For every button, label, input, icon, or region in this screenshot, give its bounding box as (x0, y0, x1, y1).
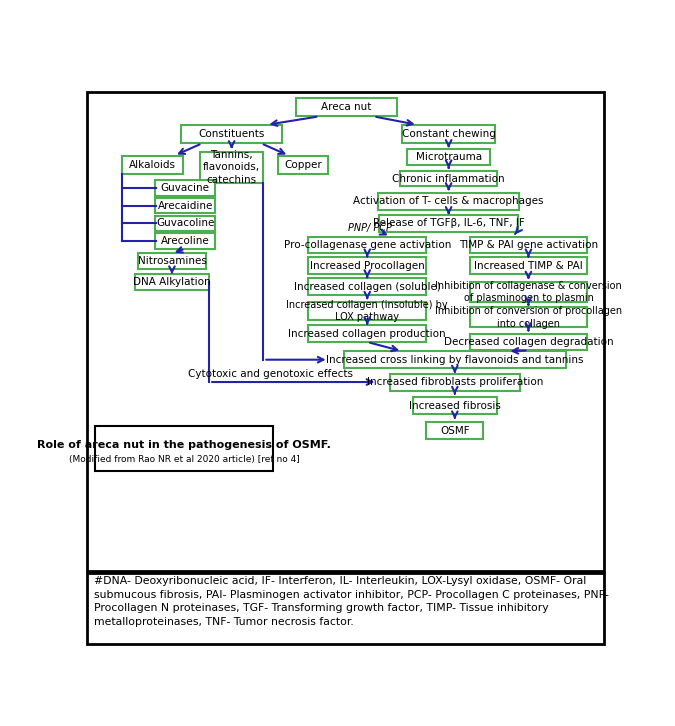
Text: OSMF: OSMF (440, 425, 470, 436)
FancyBboxPatch shape (155, 234, 215, 249)
FancyBboxPatch shape (308, 257, 426, 274)
FancyBboxPatch shape (182, 125, 282, 143)
FancyBboxPatch shape (379, 215, 518, 232)
FancyBboxPatch shape (402, 125, 495, 143)
Text: Arecoline: Arecoline (161, 236, 209, 246)
FancyBboxPatch shape (296, 98, 397, 116)
Bar (88, 573, 604, 644)
Text: Guvacoline: Guvacoline (156, 219, 215, 229)
Text: Release of TGFβ, IL-6, TNF, IF: Release of TGFβ, IL-6, TNF, IF (373, 219, 524, 229)
Text: Increased collagen production: Increased collagen production (288, 329, 446, 338)
Text: Pro-collagenase gene activation: Pro-collagenase gene activation (284, 240, 451, 250)
Text: Increased fibroblasts proliferation: Increased fibroblasts proliferation (367, 377, 543, 387)
FancyBboxPatch shape (308, 325, 426, 342)
Text: Increased Procollagen: Increased Procollagen (310, 261, 425, 271)
Text: #DNA- Deoxyribonucleic acid, IF- Interferon, IL- Interleukin, LOX-Lysyl oxidase,: #DNA- Deoxyribonucleic acid, IF- Interfe… (94, 576, 586, 586)
Text: Guvacine: Guvacine (161, 183, 210, 193)
Text: Chronic inflammation: Chronic inflammation (392, 174, 505, 184)
FancyBboxPatch shape (200, 152, 263, 183)
Text: Arecaidine: Arecaidine (157, 200, 213, 211)
FancyBboxPatch shape (344, 351, 566, 368)
FancyBboxPatch shape (277, 155, 328, 174)
Text: PNP/ PCP: PNP/ PCP (348, 223, 391, 233)
FancyBboxPatch shape (470, 257, 587, 274)
Text: Tannins,
flavonoids,
catechins: Tannins, flavonoids, catechins (203, 150, 260, 184)
FancyBboxPatch shape (308, 237, 426, 253)
Text: Increased TIMP & PAI: Increased TIMP & PAI (474, 261, 583, 271)
FancyBboxPatch shape (470, 307, 587, 327)
Text: Increased collagen (insoluble) by
LOX pathway: Increased collagen (insoluble) by LOX pa… (286, 300, 448, 322)
Text: Increased cross linking by flavonoids and tannins: Increased cross linking by flavonoids an… (326, 355, 584, 364)
Text: Constituents: Constituents (198, 129, 265, 139)
Text: Activation of T- cells & macrophages: Activation of T- cells & macrophages (354, 196, 544, 206)
FancyBboxPatch shape (378, 192, 519, 210)
FancyBboxPatch shape (426, 422, 483, 439)
Text: (Modified from Rao NR et al 2020 article) [ref no 4]: (Modified from Rao NR et al 2020 article… (69, 455, 300, 465)
Text: metalloproteinases, TNF- Tumor necrosis factor.: metalloproteinases, TNF- Tumor necrosis … (94, 617, 354, 627)
FancyBboxPatch shape (155, 216, 215, 231)
Text: Copper: Copper (284, 160, 322, 170)
FancyBboxPatch shape (470, 282, 587, 302)
FancyBboxPatch shape (138, 253, 206, 269)
Text: Inhibition of conversion of procollagen
into collagen: Inhibition of conversion of procollagen … (435, 306, 622, 329)
FancyBboxPatch shape (413, 397, 497, 415)
Text: DNA Alkylation: DNA Alkylation (133, 277, 211, 287)
FancyBboxPatch shape (470, 237, 587, 253)
FancyBboxPatch shape (122, 155, 183, 174)
Text: submucous fibrosis, PAI- Plasminogen activator inhibitor, PCP- Procollagen C pro: submucous fibrosis, PAI- Plasminogen act… (94, 590, 609, 600)
FancyBboxPatch shape (407, 150, 491, 165)
FancyBboxPatch shape (95, 426, 273, 470)
FancyBboxPatch shape (400, 171, 497, 187)
FancyBboxPatch shape (389, 374, 520, 391)
Text: Increased fibrosis: Increased fibrosis (409, 401, 501, 411)
Text: Nitrosamines: Nitrosamines (138, 256, 207, 266)
Text: Role of areca nut in the pathogenesis of OSMF.: Role of areca nut in the pathogenesis of… (37, 440, 331, 450)
Text: Microtrauma: Microtrauma (416, 152, 482, 162)
FancyBboxPatch shape (155, 198, 215, 213)
FancyBboxPatch shape (470, 333, 587, 351)
Text: TIMP & PAI gene activation: TIMP & PAI gene activation (459, 240, 598, 250)
Bar (88, 91, 604, 571)
Text: Procollagen N proteinases, TGF- Transforming growth factor, TIMP- Tissue inhibit: Procollagen N proteinases, TGF- Transfor… (94, 603, 548, 613)
Text: Increased collagen (soluble): Increased collagen (soluble) (294, 282, 441, 292)
Text: Constant chewing: Constant chewing (402, 129, 495, 139)
Text: Cytotoxic and genotoxic effects: Cytotoxic and genotoxic effects (188, 370, 353, 379)
FancyBboxPatch shape (155, 180, 215, 196)
Text: Alkaloids: Alkaloids (129, 160, 176, 170)
Text: Decreased collagen degradation: Decreased collagen degradation (443, 337, 614, 347)
FancyBboxPatch shape (308, 278, 426, 295)
FancyBboxPatch shape (135, 274, 209, 290)
FancyBboxPatch shape (308, 302, 426, 320)
Text: Inhibition of collagenase & conversion
of plasminogen to plasmin: Inhibition of collagenase & conversion o… (435, 281, 622, 303)
Text: Areca nut: Areca nut (321, 102, 371, 112)
